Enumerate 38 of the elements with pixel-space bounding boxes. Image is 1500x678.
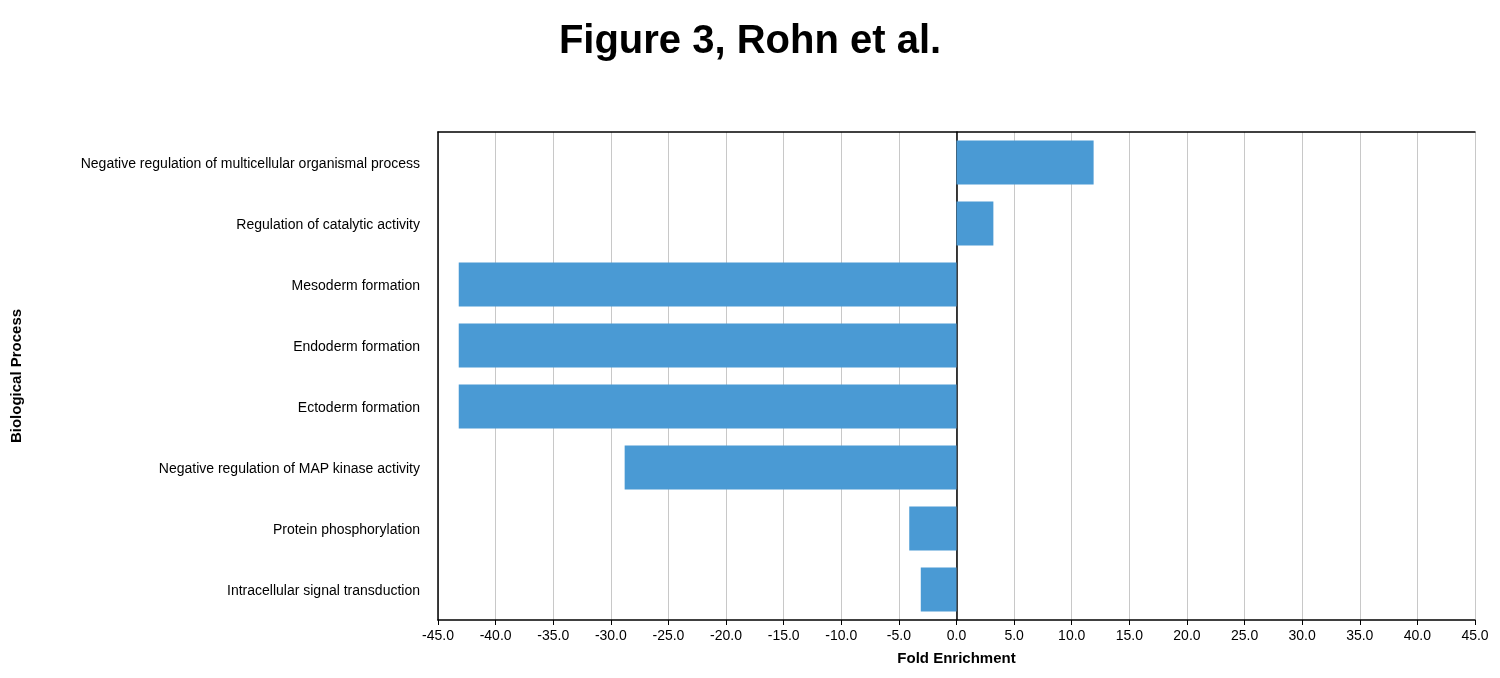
y-tick-label: Ectoderm formation [297,398,420,415]
x-tick-label: 5.0 [1004,627,1025,643]
y-tick-label: Protein phosphorylation [272,520,420,537]
x-tick-label: 0.0 [946,627,967,643]
y-axis-title: Biological Process [7,308,24,444]
x-tick-label: 45.0 [1461,627,1489,643]
y-tick-label: Endoderm formation [293,337,420,354]
y-tick-label: Negative regulation of multicellular organismal process [80,154,420,171]
bar [458,262,957,307]
bar [909,506,957,551]
bar [458,384,957,429]
x-tick-label: -5.0 [886,627,912,643]
y-tick-label: Negative regulation of MAP kinase activity [158,459,420,476]
chart-title: Figure 3, Rohn et al. [558,17,942,61]
x-tick-label: 20.0 [1173,627,1201,643]
y-tick-label: Mesoderm formation [291,276,420,293]
x-tick-label: -30.0 [594,627,627,643]
x-axis-title: Fold Enrichment [897,649,1016,666]
x-tick-label: 30.0 [1288,627,1316,643]
x-tick-label: -45.0 [422,627,455,643]
x-tick-label: -10.0 [825,627,858,643]
x-tick-label: 40.0 [1403,627,1432,643]
x-tick-label: -20.0 [710,627,743,643]
bar [920,567,957,612]
x-tick-label: 15.0 [1115,627,1144,643]
x-tick-label: 25.0 [1230,627,1259,643]
x-tick-label: 35.0 [1346,627,1374,643]
x-tick-label: 10.0 [1058,627,1086,643]
bar [956,140,1094,185]
bar [956,201,994,246]
x-tick-label: -15.0 [767,627,800,643]
y-tick-label: Intracellular signal transduction [227,581,420,598]
y-tick-label: Regulation of catalytic activity [236,215,420,232]
x-tick-label: -25.0 [652,627,685,643]
bar [624,445,957,490]
x-tick-label: -40.0 [479,627,512,643]
bar [458,323,957,368]
x-tick-label: -35.0 [537,627,570,643]
